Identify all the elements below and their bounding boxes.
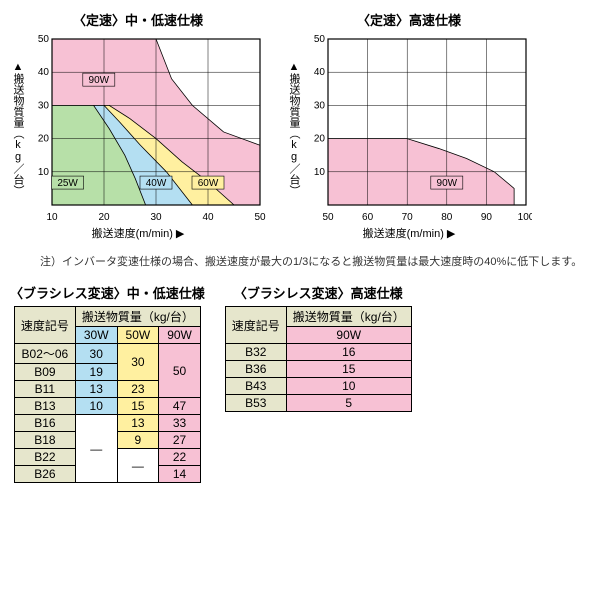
table1-title: 〈ブラシレス変速〉中・低速仕様 <box>10 283 205 302</box>
svg-text:30: 30 <box>38 100 50 111</box>
svg-text:20: 20 <box>98 212 110 223</box>
chart1-xlabel: 搬送速度(m/min) ▶ <box>92 225 185 241</box>
chart2-block: 〈定速〉高速仕様 ▲搬送物質量（kg／台） 50 60 70 80 90 100 10 20 3… <box>286 10 532 241</box>
svg-text:10: 10 <box>46 212 58 223</box>
chart1-block: 〈定速〉中・低速仕様 ▲搬送物質量（kg／台） 10 20 30 40 50 10 20 30… <box>10 10 266 241</box>
svg-text:30: 30 <box>150 212 162 223</box>
svg-text:30: 30 <box>314 100 326 111</box>
chart2: 50 60 70 80 90 100 10 20 30 40 50 90W <box>302 33 532 223</box>
svg-text:50: 50 <box>322 212 334 223</box>
chart1: 10 20 30 40 50 10 20 30 40 50 25W 40W 60W 90W <box>26 33 266 223</box>
chart1-ylabel: ▲搬送物質量（kg／台） <box>10 61 26 196</box>
svg-text:60: 60 <box>362 212 374 223</box>
svg-text:80: 80 <box>441 212 453 223</box>
svg-text:60W: 60W <box>198 178 219 189</box>
svg-text:50: 50 <box>314 34 326 45</box>
svg-text:20: 20 <box>38 134 50 145</box>
svg-text:90W: 90W <box>437 178 458 189</box>
svg-text:90W: 90W <box>89 75 110 86</box>
svg-text:25W: 25W <box>57 178 78 189</box>
svg-text:90: 90 <box>481 212 493 223</box>
svg-text:20: 20 <box>314 134 326 145</box>
chart2-ylabel: ▲搬送物質量（kg／台） <box>286 61 302 196</box>
table2-title: 〈ブラシレス変速〉高速仕様 <box>234 283 403 302</box>
svg-text:40: 40 <box>38 67 50 78</box>
svg-text:40W: 40W <box>146 178 167 189</box>
chart2-title: 〈定速〉高速仕様 <box>357 10 461 29</box>
svg-text:40: 40 <box>314 67 326 78</box>
svg-text:70: 70 <box>402 212 414 223</box>
table1-block: 〈ブラシレス変速〉中・低速仕様 速度記号搬送物質量（kg/台）30W50W90W… <box>10 283 205 483</box>
note: 注）インバータ変速仕様の場合、搬送速度が最大の1/3になると搬送物質量は最大速度… <box>40 253 590 269</box>
svg-text:40: 40 <box>202 212 214 223</box>
tables-row: 〈ブラシレス変速〉中・低速仕様 速度記号搬送物質量（kg/台）30W50W90W… <box>10 283 590 483</box>
table2-block: 〈ブラシレス変速〉高速仕様 速度記号搬送物質量（kg/台）90WB3216B36… <box>225 283 412 483</box>
charts-row: 〈定速〉中・低速仕様 ▲搬送物質量（kg／台） 10 20 30 40 50 10 20 30… <box>10 10 590 241</box>
svg-text:100: 100 <box>518 212 532 223</box>
svg-text:10: 10 <box>38 167 50 178</box>
table1: 速度記号搬送物質量（kg/台）30W50W90WB02～06303050B091… <box>14 306 201 483</box>
svg-text:50: 50 <box>38 34 50 45</box>
chart2-xlabel: 搬送速度(m/min) ▶ <box>363 225 456 241</box>
svg-text:10: 10 <box>314 167 326 178</box>
table2: 速度記号搬送物質量（kg/台）90WB3216B3615B4310B535 <box>225 306 412 412</box>
chart1-title: 〈定速〉中・低速仕様 <box>73 10 203 29</box>
svg-text:50: 50 <box>254 212 266 223</box>
